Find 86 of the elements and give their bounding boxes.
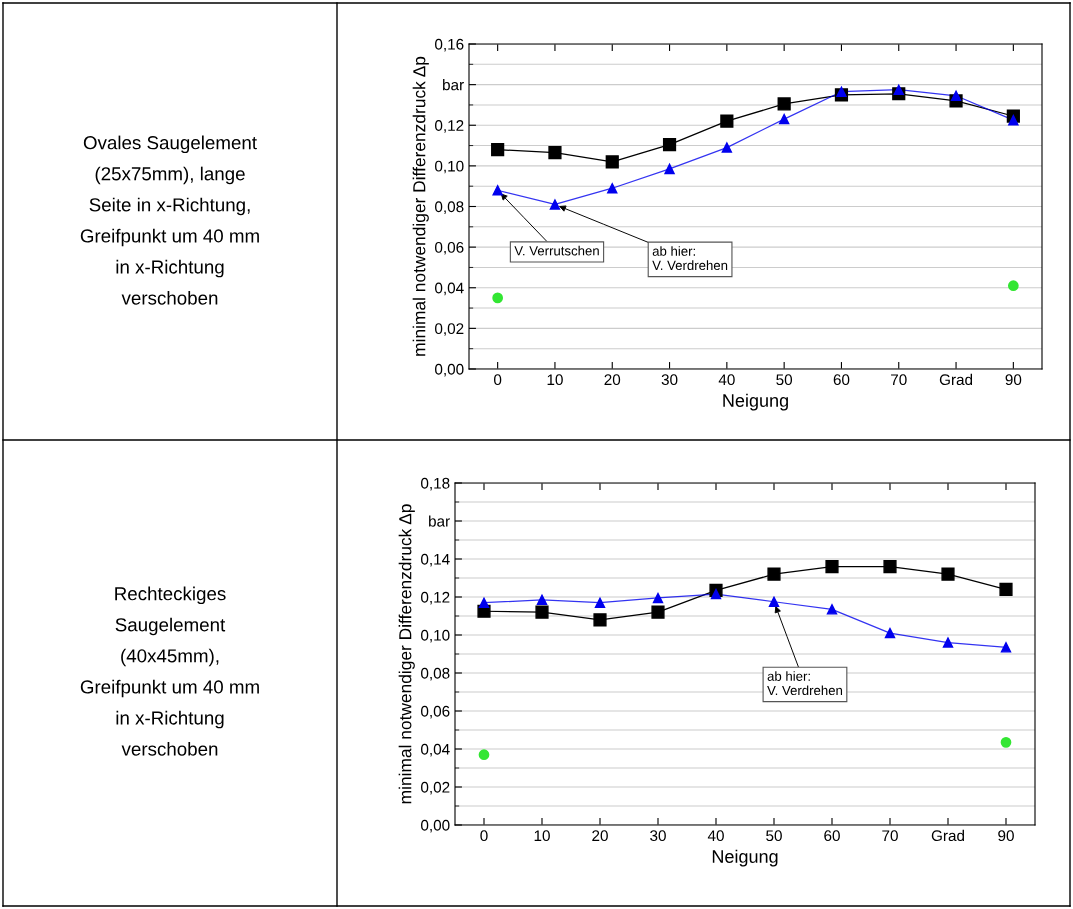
text: Rechteckiges Saugelement (40x45mm), Greifpunkt um 40 mm in x-Richtung verschoben [80, 586, 259, 756]
y-tick-label: bar [443, 79, 464, 91]
point [767, 567, 781, 581]
annotation: ab hier: V. Verdrehen [767, 671, 843, 696]
x-tick-label: 30 [650, 830, 666, 842]
x-tick-label: 60 [833, 374, 850, 386]
point [778, 113, 790, 125]
point [825, 560, 839, 574]
y-tick-label: 0,04 [421, 743, 450, 757]
annotation: ab hier: V. Verdrehen [652, 246, 728, 271]
point [826, 604, 838, 615]
point [664, 163, 675, 175]
point [1000, 736, 1012, 748]
point [492, 292, 504, 304]
y-tick-label: 0,14 [421, 553, 450, 567]
y-tick-label: 0,10 [421, 629, 450, 643]
point [884, 627, 896, 639]
text: Ovales Saugelement (25x75mm), lange Seite in x-Richtung, Greifpunkt um 40 mm in x-Richtung verschoben [80, 135, 259, 305]
point [662, 137, 677, 152]
point [721, 142, 733, 153]
x-tick-label: 50 [766, 830, 782, 842]
x-tick-label: 40 [718, 374, 735, 386]
y-axis-title: minimal notwendiger Differenzdruck Δp [398, 504, 415, 804]
point [768, 596, 780, 607]
point [652, 592, 664, 604]
y-tick-label: 0,12 [435, 120, 464, 133]
y-tick-label: 0,12 [421, 591, 450, 605]
point [593, 613, 607, 627]
point [720, 114, 734, 128]
point [942, 637, 954, 648]
x-tick-label: 0 [494, 374, 502, 386]
x-tick-label: 10 [534, 830, 550, 842]
point [548, 146, 562, 160]
y-tick-label: 0,06 [421, 705, 450, 719]
point [836, 86, 847, 97]
y-tick-label: 0,06 [435, 241, 464, 255]
point [883, 560, 897, 574]
point [950, 90, 962, 102]
x-tick-label: 50 [776, 374, 793, 386]
y-tick-label: 0,18 [421, 477, 450, 491]
point [607, 183, 618, 194]
x-tick-label: 70 [891, 374, 907, 386]
y-tick-label: bar [429, 515, 450, 527]
y-tick-label: 0,02 [421, 781, 450, 795]
point [1008, 114, 1019, 126]
point [893, 84, 904, 95]
point [710, 588, 722, 600]
point [999, 582, 1013, 596]
x-tick-label: 90 [1005, 374, 1022, 386]
point [777, 97, 791, 111]
point [491, 143, 505, 157]
point [492, 185, 503, 196]
x-tick-label: 60 [824, 830, 840, 842]
point [536, 594, 548, 606]
point [941, 567, 955, 581]
y-tick-label: 0,08 [435, 201, 464, 214]
x-tick-label: 10 [547, 374, 563, 386]
y-tick-label: 0,08 [421, 667, 450, 681]
point [594, 597, 606, 608]
y-tick-label: 0,10 [435, 160, 464, 174]
point [1007, 280, 1019, 292]
x-tick-label: 20 [592, 830, 608, 842]
point [605, 155, 619, 169]
point [1000, 642, 1012, 653]
y-axis-title: minimal notwendiger Differenzdruck Δp [412, 56, 429, 356]
point [651, 605, 665, 619]
y-tick-label: 0,16 [435, 38, 464, 52]
point [478, 749, 490, 761]
y-tick-label: 0,00 [435, 363, 464, 377]
x-tick-label: Grad [939, 373, 973, 386]
y-tick-label: 0,04 [435, 282, 464, 296]
x-tick-label: 70 [882, 830, 898, 842]
annotation: V. Verrutschen [514, 245, 599, 256]
x-tick-label: Grad [931, 829, 964, 842]
x-tick-label: 90 [998, 830, 1014, 842]
y-tick-label: 0,00 [421, 819, 450, 833]
x-axis-title: Neigung [712, 849, 778, 867]
x-tick-label: 20 [604, 374, 621, 386]
x-tick-label: 30 [661, 374, 678, 386]
y-tick-label: 0,02 [435, 323, 464, 336]
point [478, 597, 490, 608]
point [549, 199, 561, 210]
x-tick-label: 0 [480, 830, 488, 842]
x-axis-title: Neigung [723, 393, 788, 411]
x-tick-label: 40 [707, 830, 724, 842]
point [535, 605, 549, 619]
